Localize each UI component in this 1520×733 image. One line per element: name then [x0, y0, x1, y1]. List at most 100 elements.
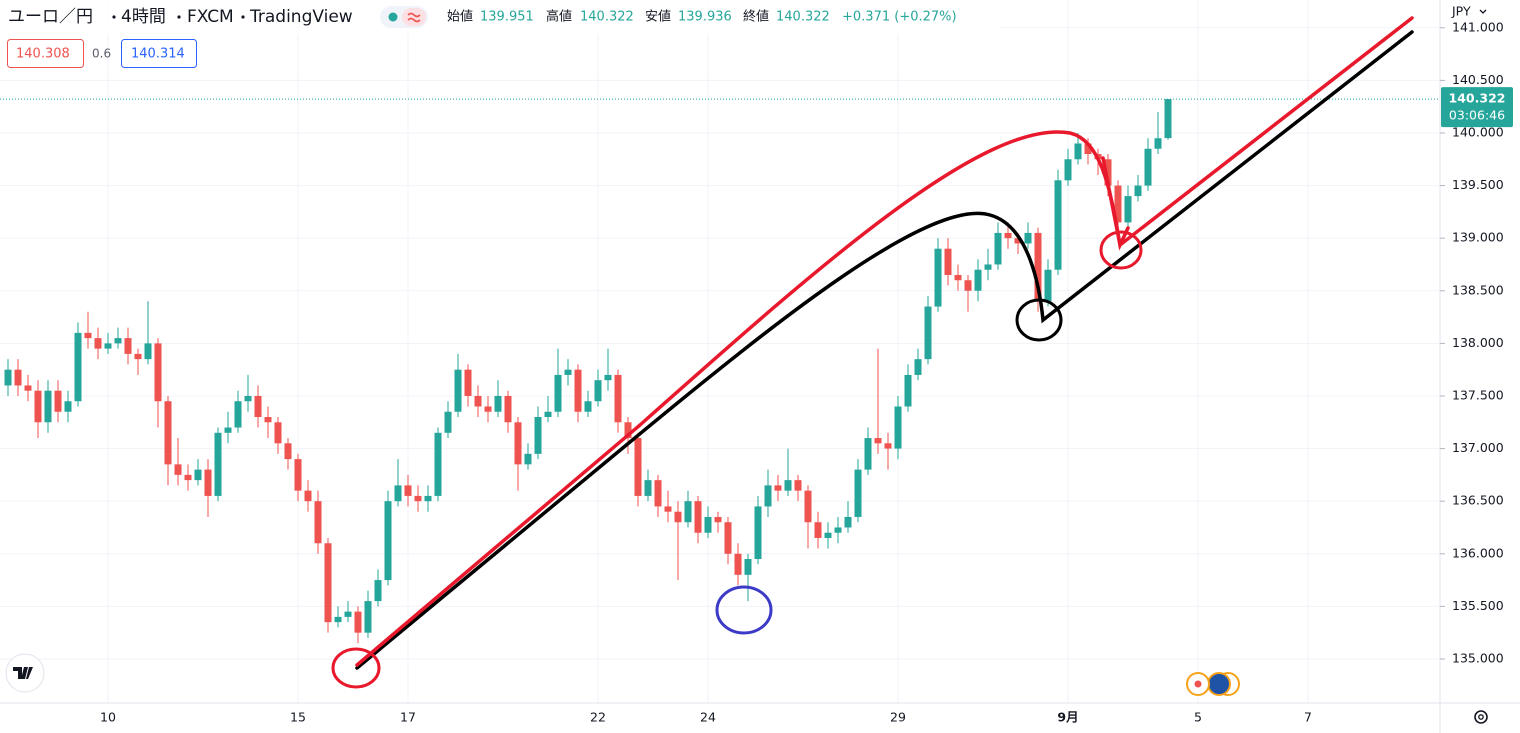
source: FXCM [187, 7, 234, 27]
candle-body [114, 338, 122, 344]
candle-body [554, 374, 562, 412]
gear [1474, 710, 1488, 724]
ask: 140.314 [131, 47, 185, 62]
candle-body [1024, 232, 1032, 244]
header: ユーロ／円 4時間 FXCM TradingView 始値 139.951 高値… [0, 0, 1000, 34]
red-circle [331, 647, 381, 689]
candle-body [614, 374, 622, 423]
candle-body [74, 332, 82, 402]
candle-body [894, 406, 902, 449]
quote: 140.308 0.6 140.314 [7, 39, 197, 68]
candle-body [834, 527, 842, 533]
logo-mark [13, 667, 33, 679]
candle-body [974, 269, 982, 291]
y-tick-label: 139.500 [1452, 177, 1504, 192]
last-price: 140.322 [1449, 91, 1506, 106]
candle-body [254, 395, 262, 418]
close-label: 終値 [743, 9, 769, 25]
candle-body [844, 516, 852, 528]
candle-body [644, 480, 652, 496]
candle-body [1004, 232, 1012, 239]
black-trend-path [355, 30, 1414, 670]
candle-body [1034, 232, 1042, 302]
open-value: 139.951 [480, 10, 534, 25]
candle-body [874, 438, 882, 444]
candle-body [694, 501, 702, 533]
candle-body [404, 485, 412, 496]
candle-body [294, 459, 302, 491]
low-value: 139.936 [678, 10, 732, 25]
sell-button[interactable] [7, 39, 84, 68]
candles [0, 98, 1440, 644]
candle-body [584, 401, 592, 412]
candle-body [604, 374, 612, 381]
last-price-bg [1441, 87, 1513, 128]
candle-body [594, 380, 602, 402]
candle-body [704, 516, 712, 533]
event-icon[interactable] [1207, 672, 1231, 696]
candle-body [984, 264, 992, 270]
candle-body [724, 522, 732, 554]
candle-body [64, 401, 72, 412]
buy-button[interactable] [121, 39, 197, 68]
candle-body [674, 511, 682, 523]
currency[interactable]: JPY [1451, 4, 1471, 19]
candle-body [324, 543, 332, 623]
candle-body [164, 401, 172, 465]
currency-chevron [1479, 9, 1487, 14]
candle-body [274, 422, 282, 444]
candle-body [334, 616, 342, 623]
candle-body [1114, 185, 1122, 223]
candle-body [924, 306, 932, 360]
last-price-box: 140.322 03:06:46 [1441, 87, 1513, 128]
candle-body [1164, 99, 1172, 139]
x-tick-label: 7 [1304, 710, 1312, 725]
symbol: ユーロ／円 [8, 7, 93, 27]
axes: 135.000 135.500 136.000 136.500 137.000 137.5… [100, 19, 1504, 724]
candle-body [194, 469, 202, 481]
candle-body [824, 532, 832, 538]
candle-body [304, 490, 312, 502]
candle-body [854, 469, 862, 517]
candle-body [94, 338, 102, 349]
candle-body [714, 516, 722, 523]
candle-body [994, 232, 1002, 265]
event-icons [1186, 672, 1240, 696]
candle-body [244, 395, 252, 402]
candle-body [144, 343, 152, 360]
candle-body [514, 422, 522, 465]
candle-body [14, 369, 22, 386]
candle-body [664, 506, 672, 512]
separator [112, 15, 116, 19]
x-tick-label: 10 [100, 710, 116, 725]
x-tick-label: 29 [890, 710, 906, 725]
candle-body [234, 401, 242, 428]
candle-body [1044, 269, 1052, 302]
candle-body [804, 490, 812, 523]
candle-body [754, 506, 762, 560]
candle-body [1054, 180, 1062, 270]
spread: 0.6 [92, 47, 111, 61]
blue-circle [715, 585, 773, 635]
y-tick-label: 136.500 [1452, 493, 1504, 508]
candle-body [524, 453, 532, 465]
candle-body [1104, 159, 1112, 186]
candle-body [734, 553, 742, 575]
candle-body [914, 359, 922, 375]
candle-body [884, 443, 892, 449]
candle-body [364, 601, 372, 633]
candle-body [904, 374, 912, 407]
y-tick-label: 140.000 [1452, 124, 1504, 139]
candle-body [1144, 148, 1152, 186]
candle-body [134, 353, 142, 360]
candle-body [484, 406, 492, 412]
settings-icon[interactable] [1474, 710, 1488, 724]
candle-body [104, 343, 112, 349]
candle-body [214, 432, 222, 496]
candle-body [534, 417, 542, 454]
candle-body [684, 501, 692, 523]
y-tick-label: 135.500 [1452, 598, 1504, 613]
candle-body [1014, 238, 1022, 244]
x-tick-label: 22 [590, 710, 606, 725]
